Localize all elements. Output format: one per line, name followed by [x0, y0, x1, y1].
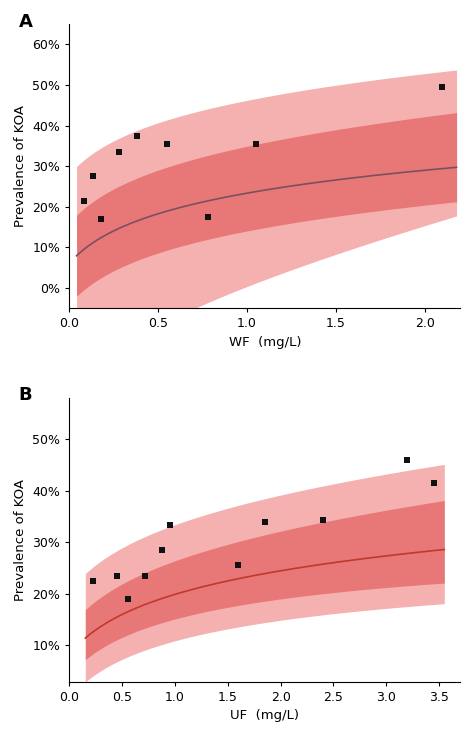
- Point: [403, 454, 411, 466]
- Text: A: A: [18, 13, 33, 31]
- Point: [142, 570, 149, 581]
- Point: [164, 138, 171, 149]
- Point: [430, 477, 438, 489]
- Y-axis label: Prevalence of KOA: Prevalence of KOA: [14, 478, 27, 601]
- Point: [235, 559, 242, 571]
- X-axis label: UF  (mg/L): UF (mg/L): [230, 709, 299, 722]
- Point: [252, 138, 260, 149]
- Point: [204, 211, 212, 223]
- Point: [438, 81, 446, 93]
- Point: [159, 544, 166, 556]
- Point: [89, 170, 96, 182]
- Point: [261, 516, 269, 528]
- Point: [98, 213, 105, 224]
- Point: [124, 593, 131, 605]
- Text: B: B: [18, 386, 32, 404]
- Point: [133, 130, 141, 141]
- Y-axis label: Prevalence of KOA: Prevalence of KOA: [14, 105, 27, 227]
- Point: [166, 520, 173, 531]
- X-axis label: WF  (mg/L): WF (mg/L): [228, 336, 301, 349]
- Point: [80, 194, 88, 206]
- Point: [319, 514, 327, 526]
- Point: [115, 146, 123, 158]
- Point: [113, 570, 121, 581]
- Point: [89, 575, 97, 587]
